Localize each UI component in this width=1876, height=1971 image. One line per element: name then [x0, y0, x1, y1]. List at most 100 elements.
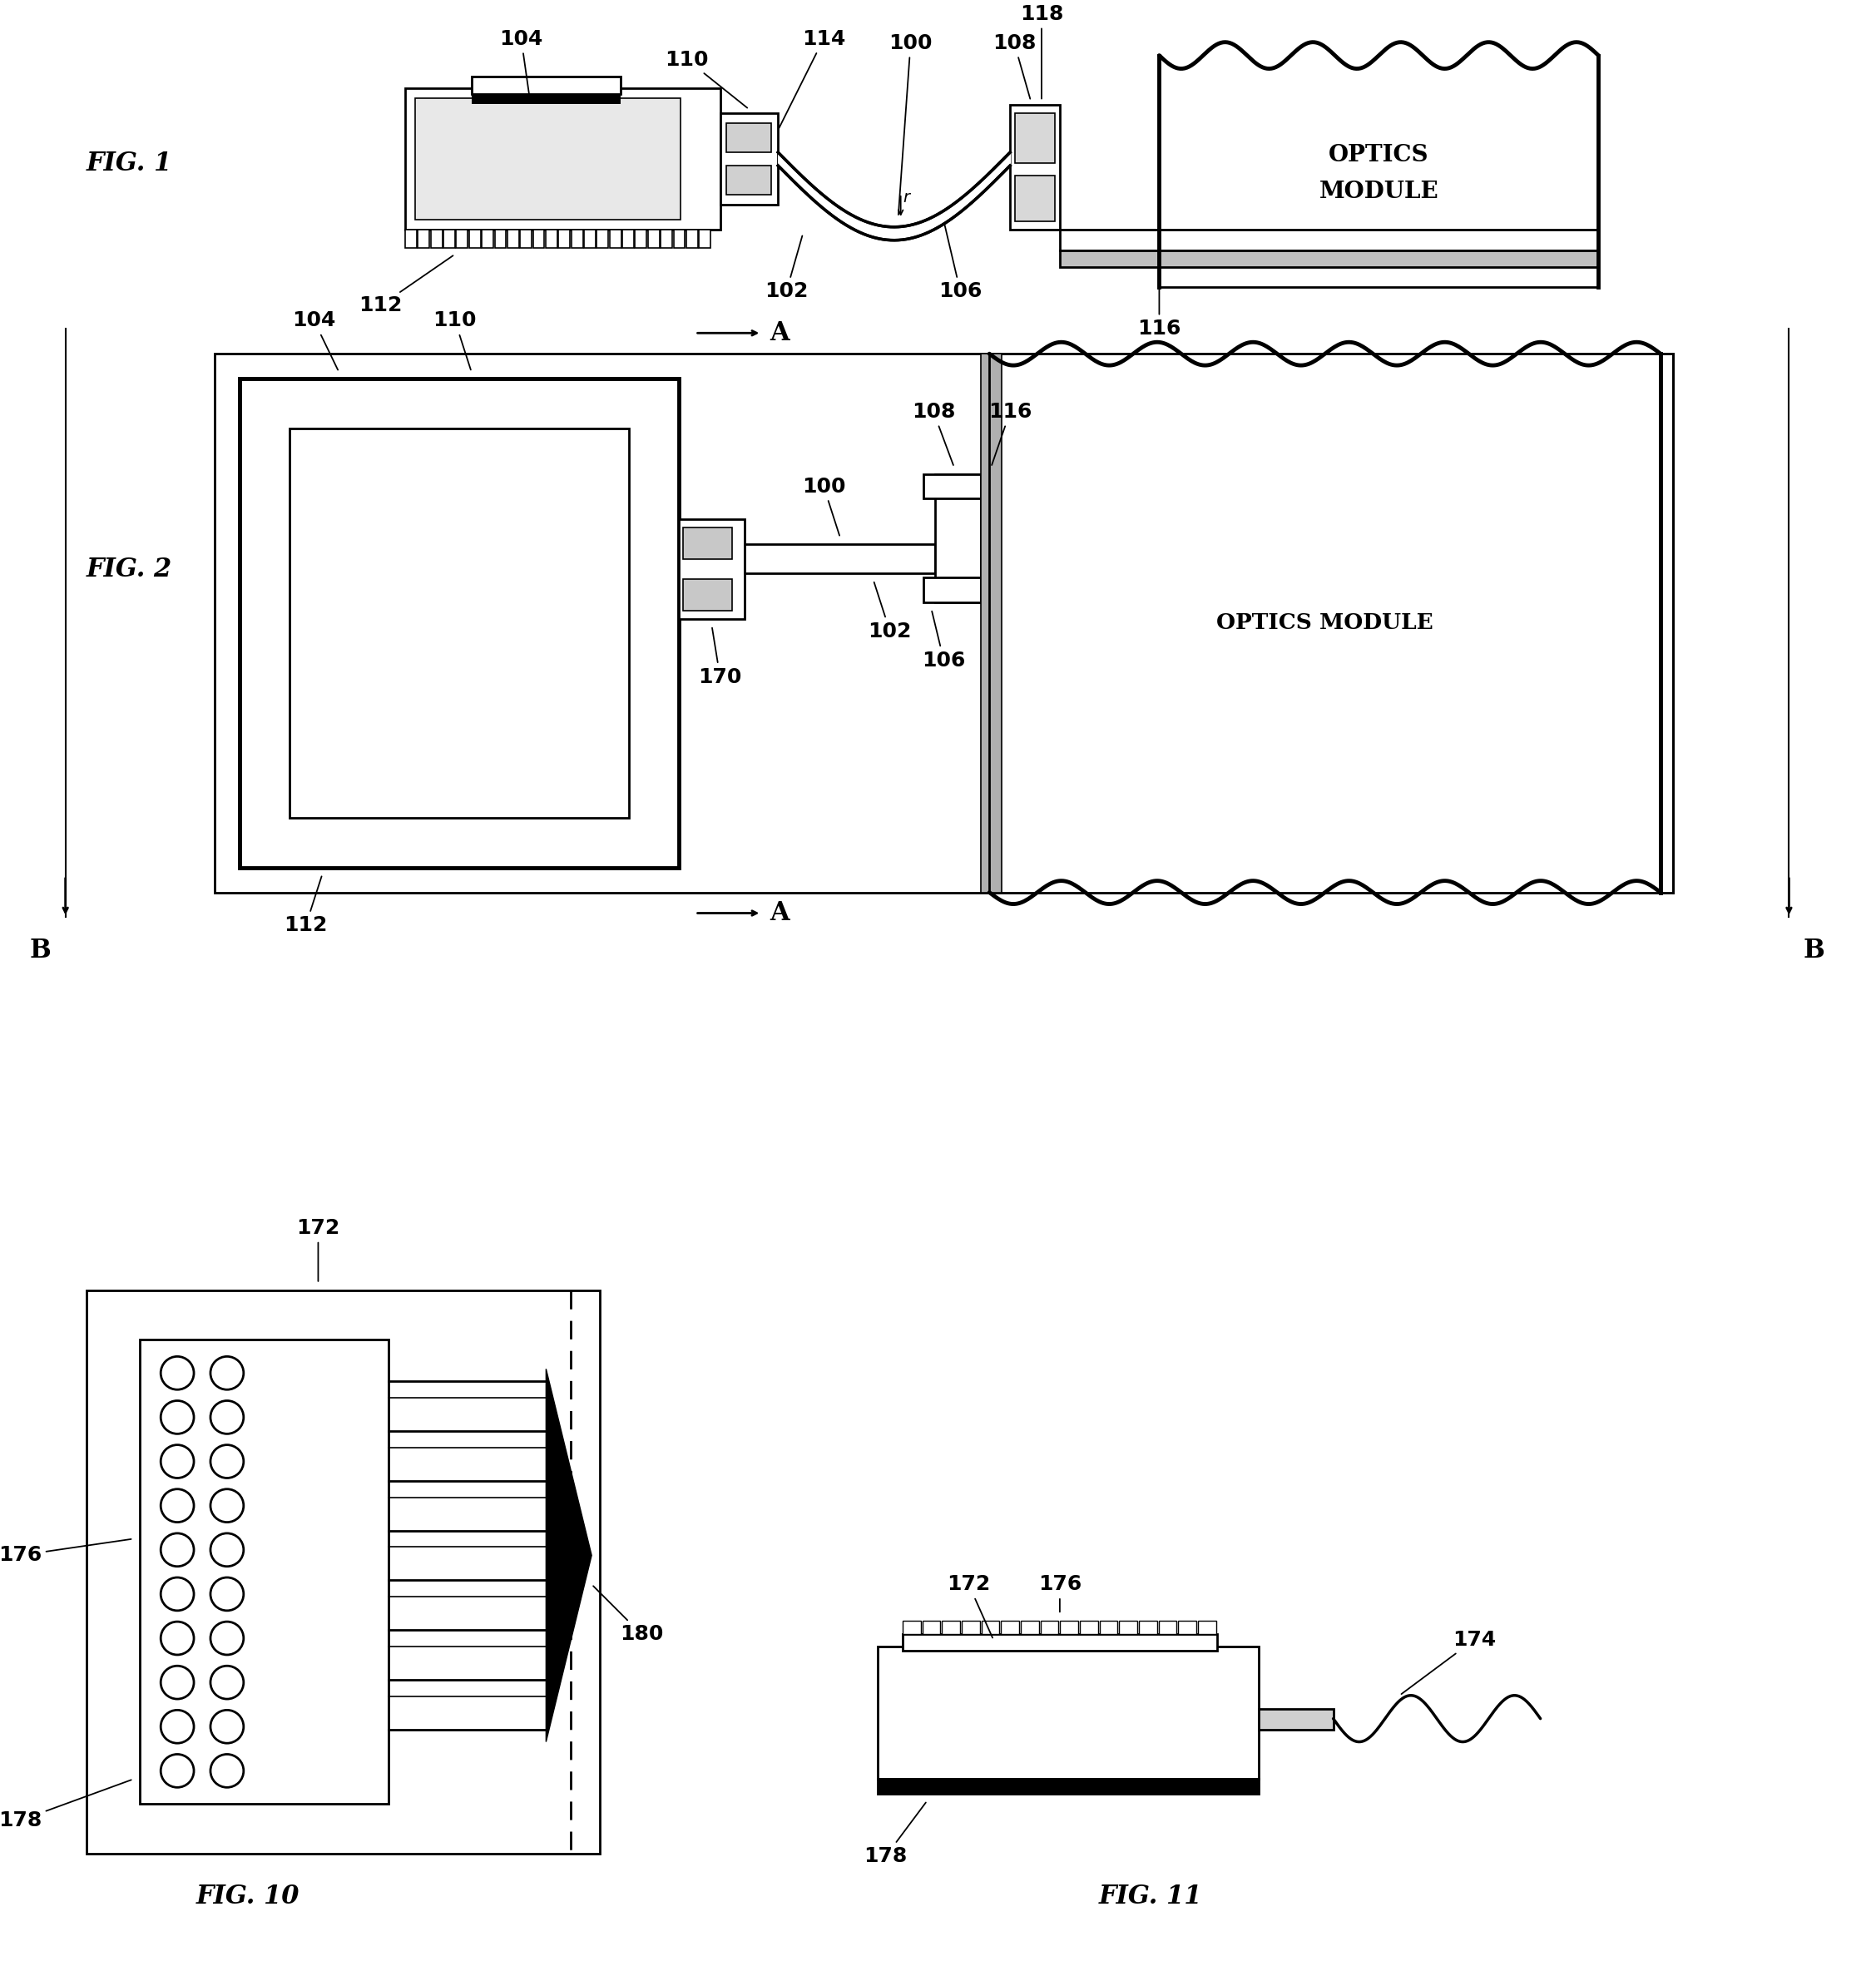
Text: 104: 104: [293, 311, 338, 371]
Bar: [683, 579, 732, 611]
Bar: [878, 1780, 1259, 1794]
Text: A: A: [769, 319, 790, 347]
Bar: [546, 229, 557, 248]
Bar: [1015, 114, 1054, 164]
Text: B: B: [30, 938, 51, 964]
Bar: [1009, 104, 1060, 229]
Text: 110: 110: [666, 49, 747, 108]
Text: 108: 108: [912, 402, 955, 465]
Text: 106: 106: [921, 611, 966, 670]
Text: FIG. 1: FIG. 1: [86, 150, 173, 175]
Text: 102: 102: [765, 237, 809, 302]
Bar: [610, 229, 621, 248]
Bar: [683, 528, 732, 560]
Text: 102: 102: [869, 581, 912, 641]
Bar: [1199, 1620, 1216, 1634]
Polygon shape: [546, 1370, 591, 1742]
Bar: [679, 520, 745, 619]
Bar: [923, 473, 981, 499]
Bar: [687, 229, 698, 248]
Text: 176: 176: [1037, 1575, 1082, 1612]
Bar: [981, 548, 998, 570]
Bar: [572, 229, 583, 248]
Text: OPTICS: OPTICS: [1328, 144, 1430, 166]
Bar: [1021, 1620, 1039, 1634]
Text: 114: 114: [779, 30, 846, 128]
Bar: [981, 353, 1002, 893]
Bar: [1120, 1620, 1137, 1634]
Bar: [1002, 1620, 1019, 1634]
Text: FIG. 11: FIG. 11: [1099, 1884, 1203, 1910]
Bar: [1259, 1709, 1334, 1729]
Text: FIG. 2: FIG. 2: [86, 556, 173, 581]
Bar: [1041, 1620, 1058, 1634]
Bar: [1060, 229, 1598, 250]
Bar: [495, 229, 507, 248]
Text: 178: 178: [865, 1803, 927, 1867]
Text: 104: 104: [499, 30, 542, 95]
Text: 108: 108: [992, 34, 1036, 99]
Bar: [878, 1646, 1259, 1780]
Bar: [660, 229, 672, 248]
Bar: [1081, 1620, 1097, 1634]
Bar: [469, 229, 480, 248]
Bar: [214, 353, 1673, 893]
Text: OPTICS MODULE: OPTICS MODULE: [1216, 613, 1433, 633]
Bar: [981, 1620, 1000, 1634]
Text: 176: 176: [0, 1539, 131, 1565]
Text: 106: 106: [938, 223, 983, 302]
Text: 174: 174: [1401, 1630, 1495, 1693]
Text: A: A: [769, 901, 790, 926]
Bar: [726, 166, 771, 195]
Bar: [647, 229, 660, 248]
Bar: [471, 95, 621, 104]
Text: 170: 170: [698, 629, 741, 688]
Bar: [923, 1620, 940, 1634]
Bar: [902, 1620, 921, 1634]
Bar: [86, 1291, 600, 1853]
Bar: [471, 77, 621, 95]
Bar: [1159, 1620, 1176, 1634]
Bar: [533, 229, 544, 248]
Bar: [418, 229, 430, 248]
Text: 112: 112: [358, 256, 452, 315]
Bar: [456, 229, 467, 248]
Bar: [559, 229, 570, 248]
Text: 172: 172: [947, 1575, 992, 1638]
Bar: [673, 229, 685, 248]
Text: 100: 100: [889, 34, 932, 215]
Bar: [1099, 1620, 1118, 1634]
Bar: [1060, 1620, 1079, 1634]
Bar: [720, 114, 779, 205]
Text: 100: 100: [801, 477, 846, 536]
Text: MODULE: MODULE: [1319, 181, 1439, 203]
Bar: [623, 229, 634, 248]
Bar: [1015, 175, 1054, 221]
Text: 110: 110: [433, 311, 477, 371]
Text: r: r: [902, 189, 910, 205]
Bar: [289, 428, 628, 818]
Text: 178: 178: [0, 1780, 131, 1831]
Bar: [923, 578, 981, 603]
Bar: [1178, 1620, 1197, 1634]
Text: FIG. 10: FIG. 10: [195, 1884, 300, 1910]
Bar: [1139, 1620, 1157, 1634]
Bar: [745, 544, 936, 574]
Bar: [636, 229, 647, 248]
Bar: [902, 1634, 1218, 1650]
Bar: [415, 99, 681, 219]
Bar: [726, 124, 771, 152]
Bar: [583, 229, 595, 248]
Text: 116: 116: [1137, 276, 1182, 339]
Bar: [431, 229, 443, 248]
Bar: [962, 1620, 979, 1634]
Text: B: B: [1803, 938, 1825, 964]
Text: 172: 172: [296, 1218, 340, 1281]
Bar: [1060, 250, 1598, 266]
Bar: [700, 229, 711, 248]
Text: 116: 116: [989, 402, 1032, 465]
Bar: [942, 1620, 961, 1634]
Bar: [981, 507, 998, 528]
Bar: [141, 1340, 388, 1803]
Bar: [443, 229, 456, 248]
